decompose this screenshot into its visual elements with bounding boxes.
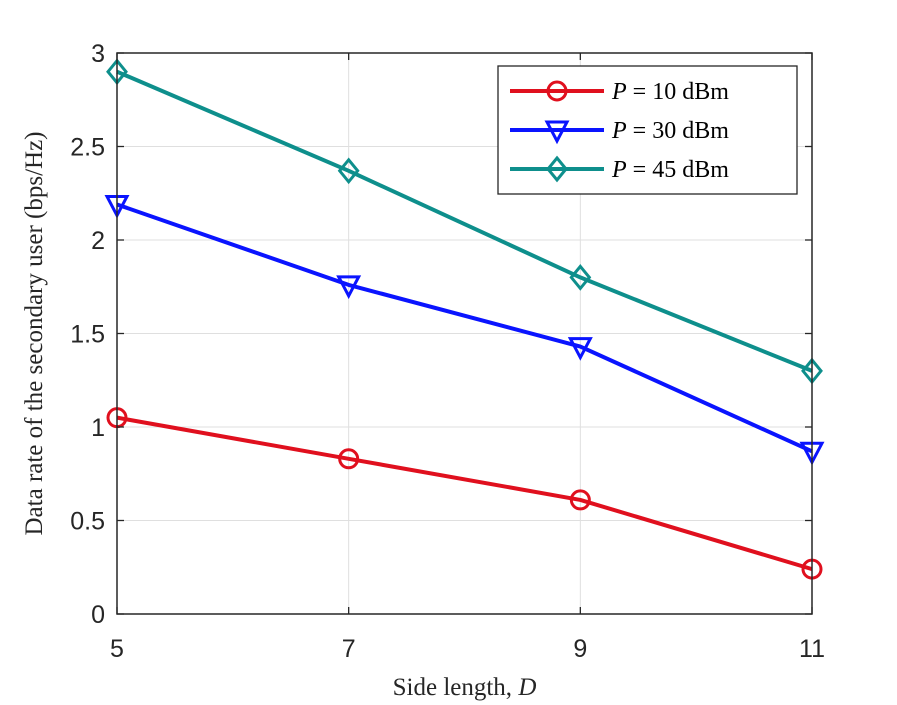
legend-label: P = 45 dBm <box>611 157 729 183</box>
y-tick-label: 0.5 <box>70 508 105 536</box>
x-tick-label: 7 <box>342 635 356 663</box>
legend-marker <box>546 155 568 183</box>
series-1 <box>106 407 823 580</box>
y-tick-label: 1.5 <box>70 321 105 349</box>
legend-label: P = 10 dBm <box>611 79 729 105</box>
data-point-marker <box>569 489 591 511</box>
y-tick-label: 2 <box>91 227 105 255</box>
data-point-marker <box>569 264 592 291</box>
legend: P = 10 dBm P = 30 dBm P = 45 dBm <box>497 65 798 195</box>
x-tick-label: 11 <box>799 635 825 663</box>
series-line <box>116 69 813 373</box>
axis-ticks: 5 7 9 11 0 0.5 1 1.5 2 2.5 3 <box>70 40 825 663</box>
plot-series <box>104 58 825 580</box>
y-tick-label: 0 <box>91 601 105 629</box>
y-axis-label: Data rate of the secondary user (bps/Hz) <box>21 132 48 536</box>
legend-marker <box>546 80 568 102</box>
y-tick-label: 1 <box>91 414 105 442</box>
legend-entry: P = 30 dBm <box>510 118 729 145</box>
series-line <box>116 415 813 572</box>
legend-label: P = 30 dBm <box>611 118 729 144</box>
y-tick-label: 2.5 <box>70 134 105 162</box>
legend-entry: P = 45 dBm <box>510 155 729 183</box>
series-line <box>116 202 813 454</box>
y-tick-label: 3 <box>91 40 105 68</box>
x-axis-label: Side length, D <box>393 674 537 701</box>
legend-entry: P = 10 dBm <box>510 79 729 105</box>
data-point-marker <box>338 448 360 470</box>
data-point-marker <box>336 275 362 300</box>
data-point-marker <box>337 157 360 185</box>
legend-marker <box>544 120 570 145</box>
x-tick-label: 5 <box>110 635 124 663</box>
series-2 <box>104 194 825 466</box>
data-point-marker <box>567 337 593 361</box>
x-tick-label: 9 <box>573 635 587 663</box>
